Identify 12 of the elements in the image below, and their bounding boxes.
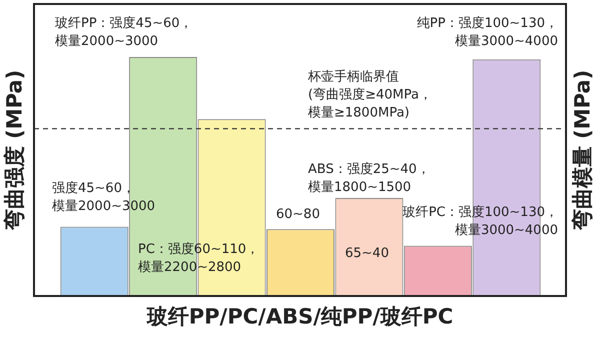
- y2-axis-title: 弯曲模量 (MPa): [570, 70, 594, 232]
- x-axis-title: 玻纤PP/PC/ABS/纯PP/玻纤PC: [146, 304, 454, 328]
- annotation: 强度45~60，模量2000~3000: [52, 180, 156, 214]
- ref-line-label: 杯壶手柄临界值(弯曲强度≥40MPa，模量≥1800MPa): [307, 70, 432, 121]
- y-axis-title: 弯曲强度 (MPa): [2, 70, 26, 232]
- annotation: ABS：强度25~40，模量1800~1500: [308, 160, 430, 195]
- annotation: 60~80: [276, 206, 320, 222]
- text: 纯PP：强度100~130，模量3000~4000: [416, 14, 558, 49]
- annotation: 玻纤PC：强度100~130，模量3000~4000: [402, 204, 558, 238]
- text: 玻纤PP：强度45~60，模量2000~3000: [55, 14, 193, 49]
- annotation: 65~40: [345, 246, 389, 261]
- annotation: PC：强度60~110，模量2200~2800: [138, 240, 260, 275]
